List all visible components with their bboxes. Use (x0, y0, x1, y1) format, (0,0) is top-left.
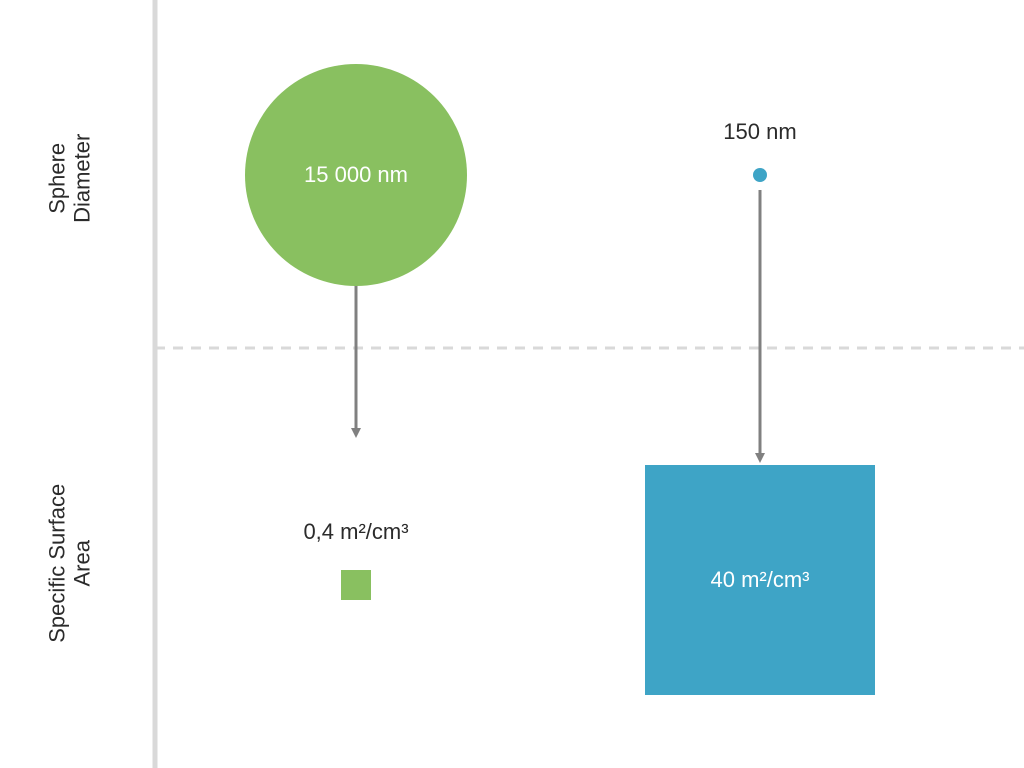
diagram-stage: Sphere Diameter Specific Surface Area 15… (0, 0, 1024, 768)
small-surface-square (341, 570, 371, 600)
large-surface-square: 40 m²/cm³ (645, 465, 875, 695)
small-surface-label: 0,4 m²/cm³ (246, 519, 466, 545)
small-sphere-circle (753, 168, 767, 182)
large-surface-label: 40 m²/cm³ (711, 567, 810, 593)
small-sphere-label: 150 nm (660, 119, 860, 145)
large-sphere-circle: 15 000 nm (245, 64, 467, 286)
large-sphere-label: 15 000 nm (304, 162, 408, 188)
